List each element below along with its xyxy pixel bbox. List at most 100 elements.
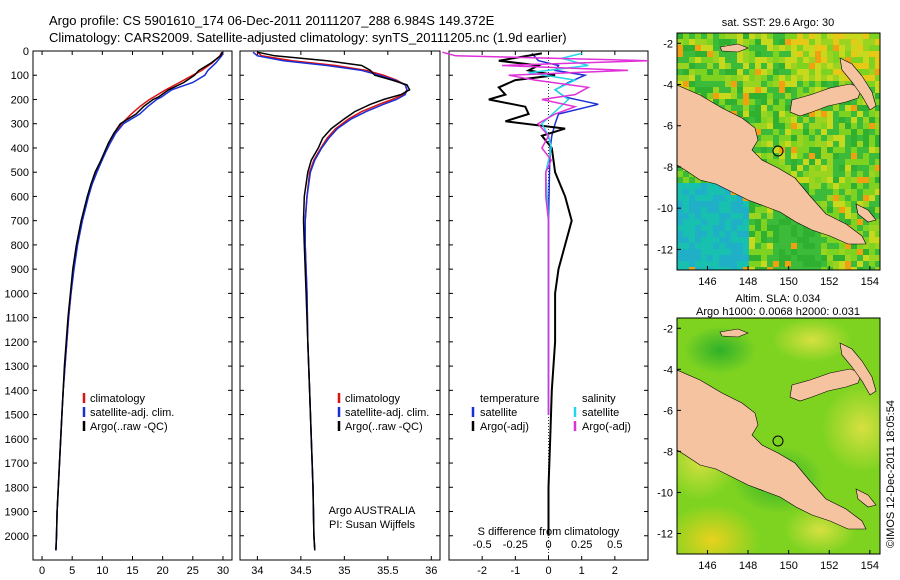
sst-cell [719, 51, 725, 57]
series-line-1 [55, 51, 223, 551]
sst-cell [683, 51, 689, 57]
sst-cell [773, 51, 779, 57]
x-tick-label: 5 [69, 565, 75, 577]
sst-cell [803, 177, 809, 183]
sst-cell [845, 183, 851, 189]
sst-cell [833, 213, 839, 219]
sst-cell [725, 213, 731, 219]
sst-cell [743, 93, 749, 99]
sst-cell [767, 33, 773, 39]
sst-cell [749, 81, 755, 87]
sst-cell [857, 129, 863, 135]
sst-cell [851, 249, 857, 255]
sst-cell [851, 57, 857, 63]
x-tick-label: 30 [217, 565, 229, 577]
sst-cell [875, 57, 880, 63]
sst-cell [689, 51, 695, 57]
sst-cell [713, 231, 719, 237]
series-line-4 [442, 51, 649, 415]
sst-cell [695, 249, 701, 255]
sst-cell [809, 129, 815, 135]
sst-cell [677, 267, 683, 270]
sst-cell [833, 147, 839, 153]
sst-cell [827, 135, 833, 141]
sst-cell [797, 57, 803, 63]
sst-cell [803, 225, 809, 231]
sst-cell [791, 135, 797, 141]
sst-cell [791, 147, 797, 153]
x-tick-label: 34 [251, 565, 263, 577]
sst-cell [803, 159, 809, 165]
sst-cell [869, 39, 875, 45]
sst-cell [845, 45, 851, 51]
sst-cell [689, 69, 695, 75]
legend-label: satellite [480, 407, 517, 419]
sst-cell [683, 171, 689, 177]
sst-cell [869, 225, 875, 231]
sst-cell [845, 243, 851, 249]
sst-cell [869, 51, 875, 57]
sst-cell [719, 213, 725, 219]
sst-cell [833, 255, 839, 261]
sst-cell [845, 111, 851, 117]
sst-cell [785, 33, 791, 39]
sst-cell [821, 129, 827, 135]
sst-cell [875, 201, 880, 207]
sst-cell [857, 63, 863, 69]
sst-cell [833, 183, 839, 189]
sst-cell [869, 117, 875, 123]
sst-cell [809, 237, 815, 243]
sst-cell [713, 81, 719, 87]
sst-cell [809, 57, 815, 63]
sst-cell [773, 213, 779, 219]
sst-cell [803, 123, 809, 129]
sst-cell [809, 147, 815, 153]
sst-land-new-guinea [677, 84, 867, 245]
s-tick-label: -0.25 [503, 539, 528, 551]
sst-cell [761, 231, 767, 237]
sst-cell [755, 141, 761, 147]
sst-cell [851, 45, 857, 51]
map-x-tick-label: 146 [698, 560, 716, 572]
sst-cell [845, 99, 851, 105]
sst-cell [707, 213, 713, 219]
sst-cell [809, 171, 815, 177]
sst-cell [725, 51, 731, 57]
sst-cell [773, 33, 779, 39]
sst-cell [689, 45, 695, 51]
y-tick-label: 2000 [5, 531, 29, 543]
sst-cell [785, 117, 791, 123]
sst-cell [803, 243, 809, 249]
sst-cell [695, 213, 701, 219]
sst-cell [821, 249, 827, 255]
sst-cell [689, 63, 695, 69]
sst-cell [707, 183, 713, 189]
sst-cell [809, 261, 815, 267]
sst-cell [779, 123, 785, 129]
sst-cell [875, 141, 880, 147]
sst-cell [821, 261, 827, 267]
sst-cell [797, 123, 803, 129]
sst-cell [803, 39, 809, 45]
sst-cell [743, 57, 749, 63]
sst-cell [719, 261, 725, 267]
y-tick-label: 600 [11, 191, 29, 203]
sst-cell [689, 183, 695, 189]
sst-cell [773, 45, 779, 51]
temperature-panel: 0100200300400500600700800900100011001200… [5, 46, 233, 580]
sst-cell [815, 153, 821, 159]
sst-cell [707, 69, 713, 75]
sst-cell [821, 117, 827, 123]
sst-cell [743, 267, 749, 270]
sst-map-axes: 146 148 150 152 154 -2 -4 -6 -8 -10 -12 [657, 38, 879, 288]
sst-cell [755, 267, 761, 270]
sst-cell [779, 111, 785, 117]
sst-cell [701, 243, 707, 249]
sst-cell [755, 69, 761, 75]
sst-cell [863, 189, 869, 195]
sst-cell [791, 243, 797, 249]
sst-cell [689, 75, 695, 81]
sst-cell [725, 81, 731, 87]
sst-cell [863, 135, 869, 141]
sst-cell [845, 261, 851, 267]
